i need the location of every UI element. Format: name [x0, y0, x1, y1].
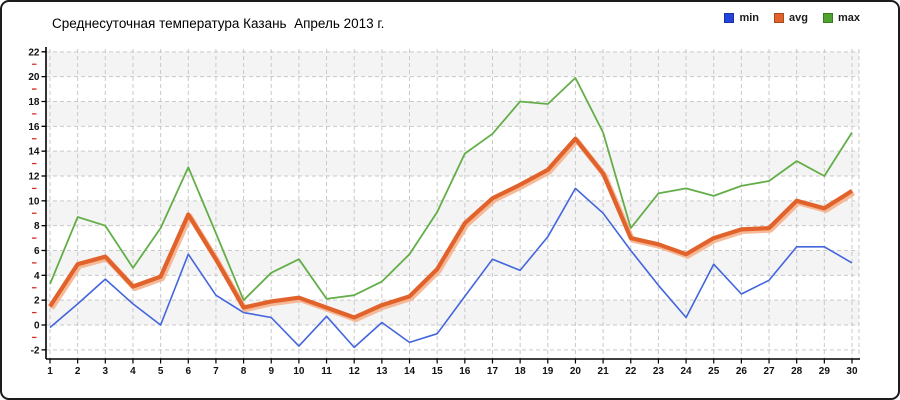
x-tick-label: 17: [487, 366, 499, 377]
x-tick-label: 23: [653, 366, 665, 377]
x-tick-label: 15: [432, 366, 444, 377]
y-tick-label: -2: [31, 345, 40, 356]
legend-item-max[interactable]: max: [822, 12, 860, 24]
avg-series-line: [48, 136, 854, 320]
x-tick-label: 16: [459, 366, 471, 377]
y-tick-label: 10: [28, 196, 40, 207]
x-tick-label: 27: [763, 366, 775, 377]
x-tick-label: 9: [268, 366, 274, 377]
y-tick-label: 14: [28, 147, 40, 158]
x-tick-label: 30: [846, 366, 858, 377]
x-tick-label: 5: [158, 366, 164, 377]
plot-band: [46, 325, 859, 350]
plot-band: [46, 275, 859, 301]
x-tick-label: 24: [681, 366, 693, 377]
x-tick-label: 7: [213, 366, 219, 377]
plot-band: [46, 76, 859, 102]
y-tick-label: 6: [34, 246, 40, 257]
x-tick-label: 21: [598, 366, 610, 377]
legend-label-avg: avg: [789, 12, 808, 24]
x-tick-label: 26: [736, 366, 748, 377]
y-tick-label: 16: [28, 122, 40, 133]
x-tick-label: 6: [185, 366, 191, 377]
legend-label-min: min: [739, 12, 759, 24]
x-tick-label: 10: [293, 366, 305, 377]
avg-series-line-halo: [49, 137, 856, 323]
y-tick-label: 0: [34, 321, 40, 332]
max-series-swatch-icon: [822, 13, 833, 23]
max-series-line: [49, 77, 853, 302]
legend-item-min[interactable]: min: [724, 12, 759, 24]
min-series-line: [49, 187, 853, 349]
x-tick-label: 20: [570, 366, 582, 377]
x-tick-label: 1: [47, 366, 53, 377]
y-tick-label: 8: [34, 221, 40, 232]
plot-band: [46, 101, 859, 127]
plot-band: [46, 51, 859, 77]
x-tick-label: 28: [791, 366, 803, 377]
x-tick-label: 3: [103, 366, 109, 377]
x-tick-label: 22: [625, 366, 637, 377]
y-tick-label: 12: [28, 171, 40, 182]
x-tick-label: 19: [542, 366, 554, 377]
x-tick-label: 8: [241, 366, 247, 377]
y-tick-label: 2: [34, 296, 40, 307]
x-tick-label: 14: [404, 366, 416, 377]
x-tick-label: 12: [349, 366, 361, 377]
plot-band: [46, 126, 859, 152]
legend-label-max: max: [837, 12, 860, 24]
y-tick-label: 20: [28, 72, 40, 83]
y-tick-label: 4: [34, 271, 40, 282]
y-tick-label: 18: [28, 97, 40, 108]
legend-item-avg[interactable]: avg: [774, 12, 808, 24]
chart-title: Среднесуточная температура Казань Апрель…: [52, 16, 385, 31]
plot-band: [46, 200, 859, 226]
x-tick-label: 29: [819, 366, 831, 377]
plot-band: [46, 151, 859, 176]
chart-legend: min avg max: [724, 12, 860, 24]
y-tick-label: 22: [28, 47, 40, 58]
x-tick-label: 25: [708, 366, 720, 377]
x-tick-label: 13: [376, 366, 388, 377]
x-tick-label: 2: [75, 366, 81, 377]
x-tick-label: 4: [130, 366, 136, 377]
min-series-swatch-icon: [724, 13, 735, 23]
avg-series-swatch-icon: [774, 13, 784, 23]
x-tick-label: 18: [515, 366, 527, 377]
x-tick-label: 11: [321, 366, 332, 377]
